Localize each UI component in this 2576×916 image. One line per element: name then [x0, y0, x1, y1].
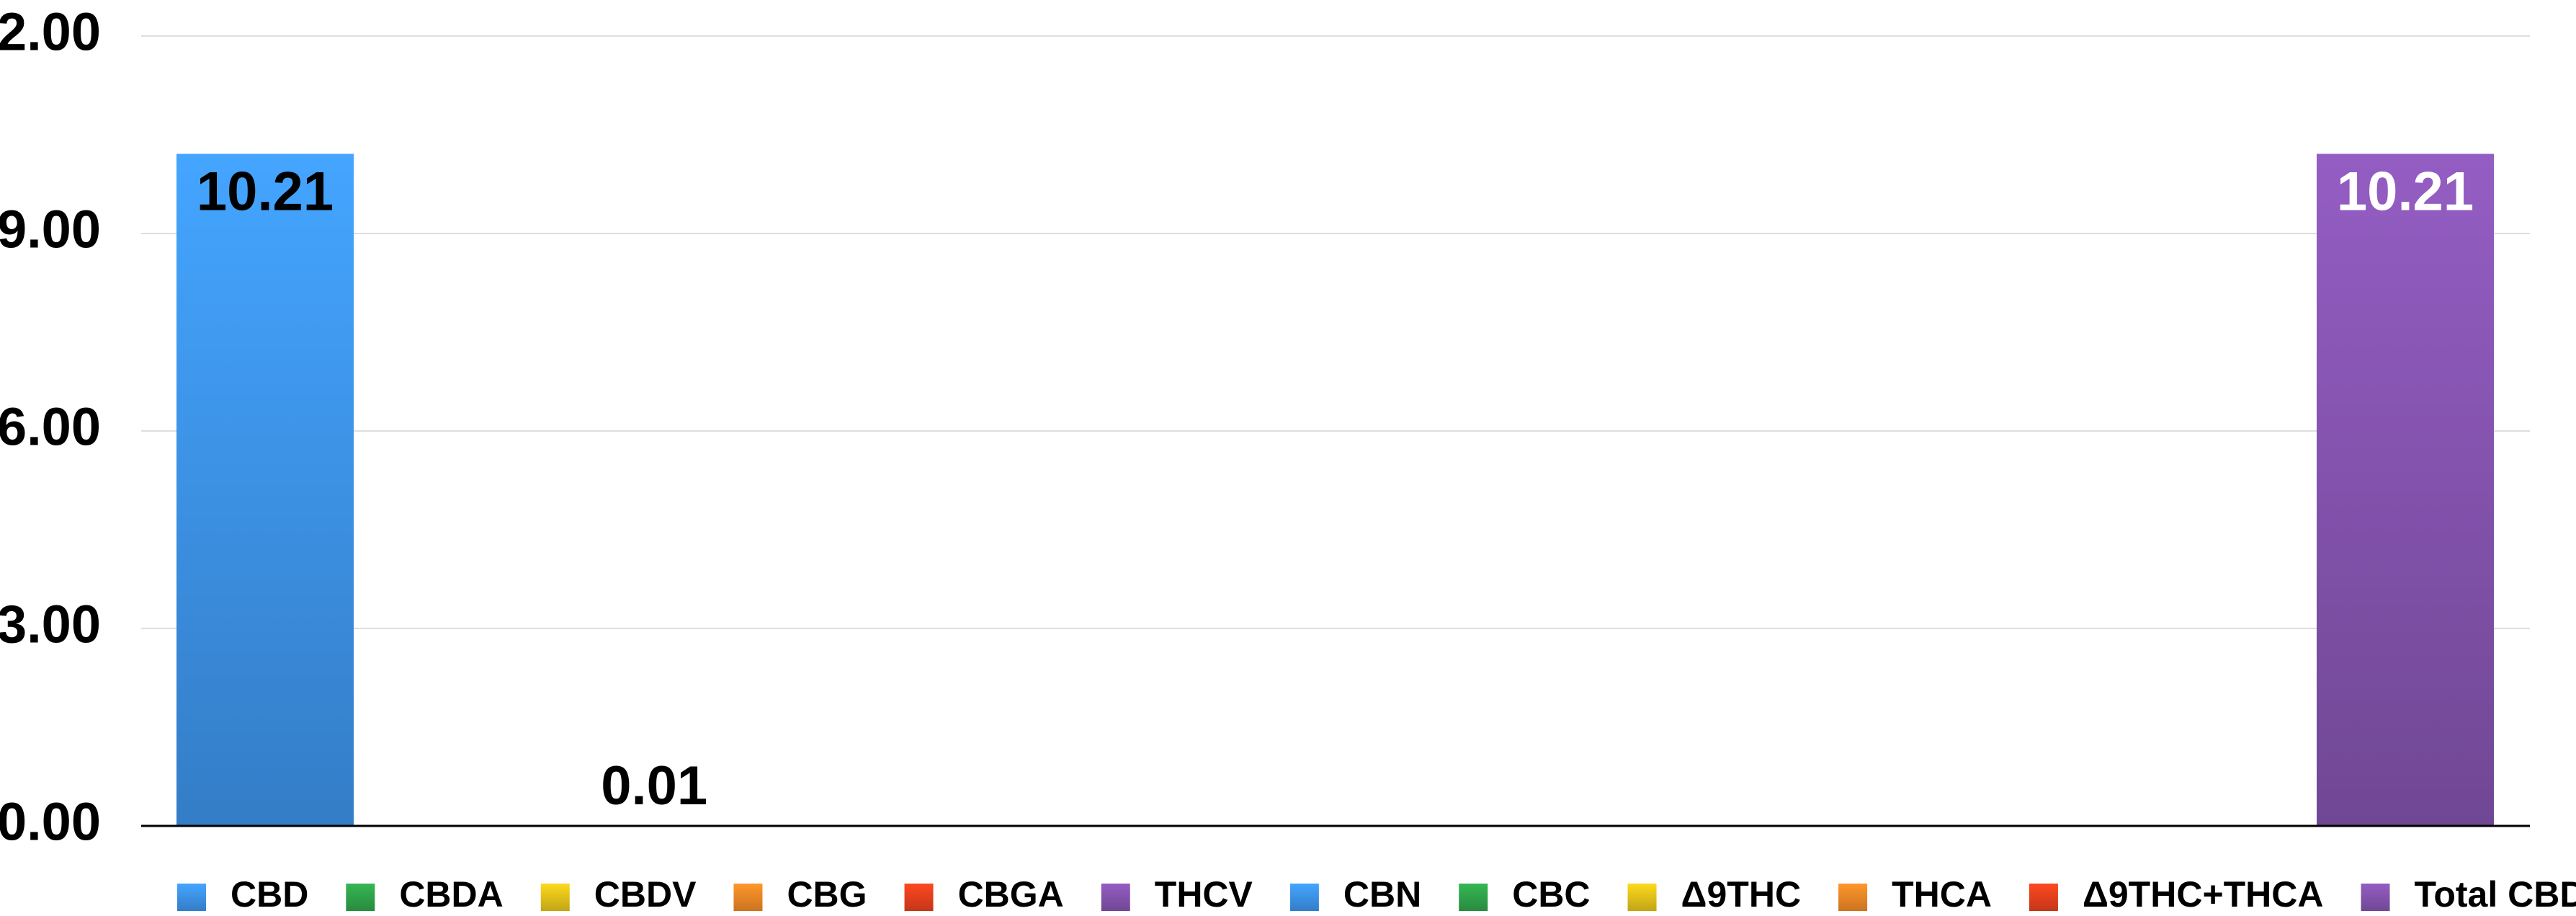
bar [2317, 154, 2494, 826]
legend-label: Total CBD [2415, 874, 2576, 915]
legend-swatch [733, 884, 763, 911]
legend-swatch [346, 884, 375, 911]
legend-label: Δ9THC [1681, 874, 1802, 915]
y-tick-label: 9.00 [0, 200, 101, 259]
legend-item: Δ9THC+THCA [2029, 874, 2324, 915]
legend-swatch [1101, 884, 1130, 911]
y-tick-label: 6.00 [0, 397, 101, 457]
legend-item: CBGA [904, 874, 1064, 915]
legend-item: CBN [1289, 874, 1421, 915]
legend-swatch [904, 884, 934, 911]
legend-item: Total CBD [2361, 874, 2576, 915]
legend-item: Δ9THC [1627, 874, 1802, 915]
legend-swatch [1289, 884, 1319, 911]
legend-item: CBC [1459, 874, 1591, 915]
legend-label: Δ9THC+THCA [2083, 874, 2324, 915]
bar [176, 154, 354, 826]
legend-swatch [2361, 884, 2390, 911]
y-tick-label: 0.00 [0, 792, 101, 852]
legend-item: THCV [1101, 874, 1253, 915]
legend-label: CBDA [399, 874, 503, 915]
legend-swatch [2029, 884, 2058, 911]
value-label: 10.21 [2337, 161, 2474, 223]
legend-item: CBDA [346, 874, 504, 915]
legend-swatch [1627, 884, 1657, 911]
legend-label: CBGA [958, 874, 1064, 915]
value-label: 0.01 [601, 755, 707, 817]
value-label: 10.21 [197, 161, 334, 223]
legend-label: CBC [1512, 874, 1590, 915]
legend-label: CBD [231, 874, 308, 915]
legend-swatch [540, 884, 570, 911]
legend-item: CBG [733, 874, 867, 915]
legend-swatch [1838, 884, 1868, 911]
legend-label: THCA [1892, 874, 1992, 915]
legend-label: CBDV [594, 874, 697, 915]
legend-item: THCA [1838, 874, 1992, 915]
legend-item: CBD [177, 874, 308, 915]
legend-swatch [177, 884, 206, 911]
legend-label: THCV [1155, 874, 1253, 915]
legend-item: CBDV [540, 874, 697, 915]
legend-swatch [1459, 884, 1488, 911]
legend-label: CBG [787, 874, 867, 915]
y-tick-label: 12.00 [0, 2, 101, 62]
legend-label: CBN [1343, 874, 1421, 915]
y-tick-label: 3.00 [0, 595, 101, 654]
